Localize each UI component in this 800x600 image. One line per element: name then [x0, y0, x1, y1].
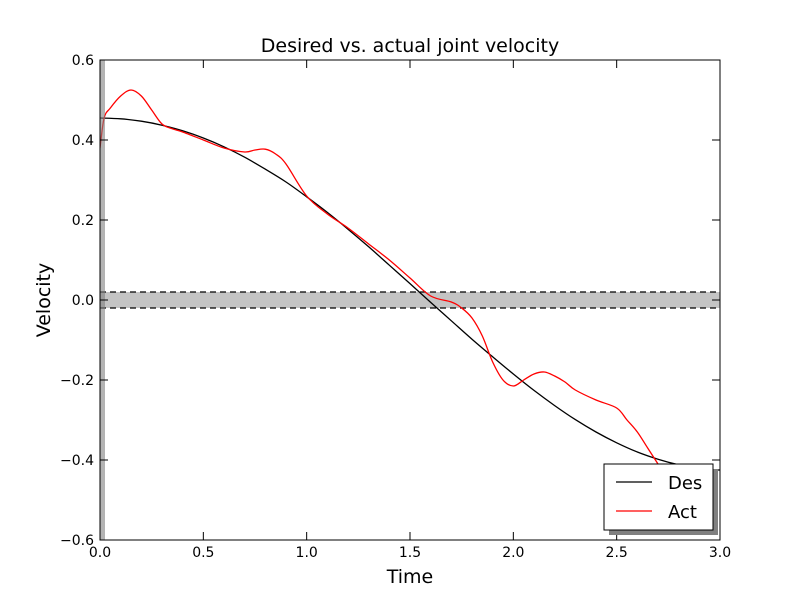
x-tick-label: 0.5 [192, 545, 214, 561]
y-tick-label: 0.6 [72, 53, 94, 69]
y-tick-label: 0.4 [72, 133, 94, 149]
y-axis-ticks: −0.6 −0.4 −0.2 0.0 0.2 0.4 0.6 [60, 53, 720, 549]
x-tick-label: 1.5 [399, 545, 421, 561]
series-line-act [100, 89, 669, 481]
series-line-des [100, 117, 720, 471]
tolerance-band [100, 291, 720, 309]
x-axis-label: Time [386, 566, 434, 588]
y-tick-label: −0.2 [60, 373, 94, 389]
chart-title: Desired vs. actual joint velocity [261, 35, 559, 57]
y-tick-label: −0.6 [60, 533, 94, 549]
y-axis-label: Velocity [33, 263, 55, 338]
x-tick-label: 1.0 [296, 545, 318, 561]
legend-box [603, 463, 714, 531]
legend: Des Act [603, 463, 718, 535]
y-tick-label: −0.4 [60, 453, 94, 469]
x-tick-label: 0.0 [89, 545, 111, 561]
legend-label-act: Act [668, 502, 697, 523]
series-layer [100, 89, 720, 481]
y-tick-label: 0.0 [72, 293, 94, 309]
x-axis-ticks: 0.0 0.5 1.0 1.5 2.0 2.5 3.0 [89, 60, 731, 561]
band-fill [100, 292, 720, 308]
y-tick-label: 0.2 [72, 213, 94, 229]
x-tick-label: 2.0 [502, 545, 524, 561]
x-tick-label: 3.0 [709, 545, 731, 561]
legend-label-des: Des [668, 473, 702, 494]
x-tick-label: 2.5 [606, 545, 628, 561]
